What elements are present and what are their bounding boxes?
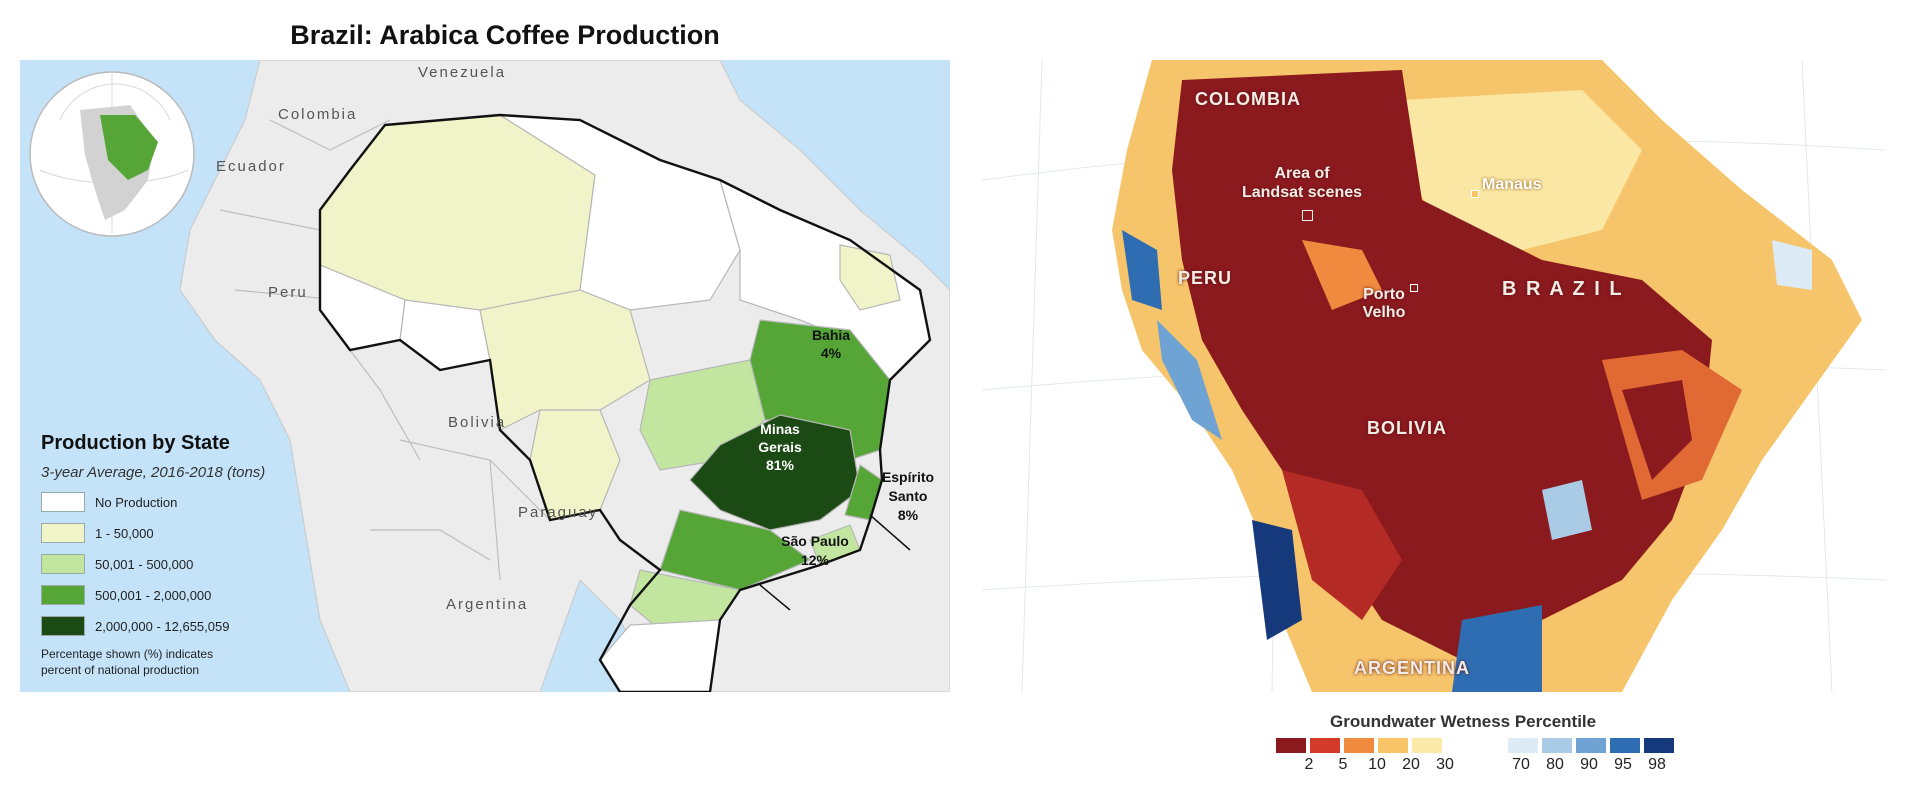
gw-swatch-10 — [1344, 738, 1374, 753]
sao-paulo-name: São Paulo — [781, 533, 849, 549]
label-bolivia: Bolivia — [448, 414, 507, 431]
legend-item-4: 2,000,000 - 12,655,059 — [41, 616, 229, 636]
label-paraguay: Paraguay — [518, 504, 599, 521]
legend-swatch-4 — [41, 616, 85, 636]
label-ecuador: Ecuador — [216, 158, 286, 175]
espirito-pct: 8% — [897, 507, 919, 523]
area-line-2: Landsat scenes — [1241, 184, 1363, 201]
legend-label-1: 1 - 50,000 — [95, 525, 154, 541]
label-venezuela: Venezuela — [418, 64, 507, 81]
gw-label-20: 20 — [1402, 756, 1420, 773]
espirito-leader — [869, 514, 911, 551]
state-minas-gerais — [689, 414, 861, 531]
state-ceara — [839, 244, 901, 311]
espirito-name-2: Santo — [888, 488, 928, 504]
sao-paulo-leader — [759, 584, 791, 611]
groundwater-legend-title: Groundwater Wetness Percentile — [1330, 712, 1597, 731]
gw-swatch-30 — [1412, 738, 1442, 753]
porto-velho-marker — [1410, 284, 1418, 292]
gw-label-95: 95 — [1614, 756, 1632, 773]
legend-title: Production by State — [41, 432, 230, 454]
legend-swatch-3 — [41, 585, 85, 605]
legend-note-1: Percentage shown (%) indicates — [41, 647, 214, 661]
arabica-production-map: Venezuela Colombia Ecuador Peru Bolivia … — [20, 59, 951, 694]
espirito-name-1: Espírito — [881, 469, 935, 485]
legend-item-1: 1 - 50,000 — [41, 523, 154, 543]
gw-swatch-80 — [1542, 738, 1572, 753]
label-porto-velho: Porto Velho — [1354, 286, 1414, 322]
gw-swatch-90 — [1576, 738, 1606, 753]
legend-item-2: 50,001 - 500,000 — [41, 554, 193, 574]
bahia-name: Bahia — [811, 327, 851, 343]
minas-pct: 81% — [765, 457, 795, 473]
manaus-marker — [1471, 190, 1479, 198]
state-sao-paulo — [659, 509, 812, 591]
label-brazil-rm: B R A Z I L — [1502, 278, 1624, 300]
legend-swatch-1 — [41, 523, 85, 543]
gw-label-70: 70 — [1512, 756, 1530, 773]
legend-label-4: 2,000,000 - 12,655,059 — [95, 618, 230, 634]
legend-note: Percentage shown (%) indicates percent o… — [41, 646, 213, 678]
gw-label-5: 5 — [1338, 756, 1348, 773]
legend-item-0: No Production — [41, 492, 177, 512]
legend-item-3: 500,001 - 2,000,000 — [41, 585, 211, 605]
gw-label-80: 80 — [1546, 756, 1564, 773]
label-bahia: Bahia 4% — [796, 326, 866, 362]
gw-swatch-20 — [1378, 738, 1408, 753]
legend-label-0: No Production — [95, 494, 178, 510]
label-colombia-rm: COLOMBIA — [1195, 89, 1301, 109]
legend-note-2: percent of national production — [41, 663, 200, 677]
landsat-area-marker — [1302, 210, 1313, 221]
label-bolivia-rm: BOLIVIA — [1367, 418, 1448, 438]
gw-label-30: 30 — [1436, 756, 1454, 773]
legend-subtitle: 3-year Average, 2016-2018 (tons) — [41, 464, 266, 481]
groundwater-legend: Groundwater Wetness Percentile 2 5 10 20… — [1276, 712, 1696, 773]
label-peru-rm: PERU — [1178, 268, 1233, 288]
label-minas-gerais: Minas Gerais 81% — [745, 420, 815, 474]
area-line-1: Area of — [1274, 165, 1330, 182]
legend-label-2: 50,001 - 500,000 — [95, 556, 194, 572]
legend-swatch-0 — [41, 492, 85, 512]
brazil-states — [319, 114, 931, 693]
gw-label-98: 98 — [1648, 756, 1666, 773]
gw-label-90: 90 — [1580, 756, 1598, 773]
minas-name-2: Gerais — [758, 439, 802, 455]
wetness-continent — [1112, 60, 1862, 692]
gw-label-2: 2 — [1304, 756, 1314, 773]
brazil-map-svg — [20, 59, 951, 694]
minas-name-1: Minas — [760, 421, 800, 437]
porto-line-1: Porto — [1363, 286, 1405, 303]
label-colombia: Colombia — [278, 106, 358, 123]
inset-globe — [29, 71, 195, 237]
gw-swatch-98 — [1644, 738, 1674, 753]
sao-paulo-pct: 12% — [800, 552, 830, 568]
groundwater-map-svg — [981, 59, 1887, 693]
production-legend: Production by State 3-year Average, 2016… — [41, 432, 341, 682]
legend-label-3: 500,001 - 2,000,000 — [95, 587, 212, 603]
gw-swatch-2 — [1276, 738, 1306, 753]
bahia-pct: 4% — [820, 345, 842, 361]
label-argentina-rm: ARGENTINA — [1354, 658, 1470, 678]
label-espirito-santo: Espírito Santo 8% — [868, 468, 948, 525]
gw-label-10: 10 — [1368, 756, 1386, 773]
gw-swatch-95 — [1610, 738, 1640, 753]
label-argentina: Argentina — [446, 596, 529, 613]
legend-swatch-2 — [41, 554, 85, 574]
porto-line-2: Velho — [1362, 304, 1406, 321]
gw-swatch-70 — [1508, 738, 1538, 753]
left-map-title: Brazil: Arabica Coffee Production — [290, 20, 720, 50]
country-borders — [219, 119, 551, 581]
label-sao-paulo: São Paulo 12% — [765, 532, 865, 570]
groundwater-wetness-map: COLOMBIA PERU B R A Z I L BOLIVIA ARGENT… — [981, 59, 1887, 693]
label-landsat-area: Area of Landsat scenes — [1232, 164, 1372, 202]
gw-swatch-5 — [1310, 738, 1340, 753]
label-manaus: Manaus — [1482, 176, 1542, 193]
label-peru: Peru — [268, 284, 308, 301]
